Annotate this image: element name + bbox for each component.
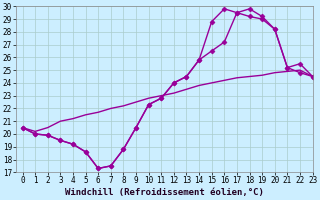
X-axis label: Windchill (Refroidissement éolien,°C): Windchill (Refroidissement éolien,°C): [65, 188, 264, 197]
